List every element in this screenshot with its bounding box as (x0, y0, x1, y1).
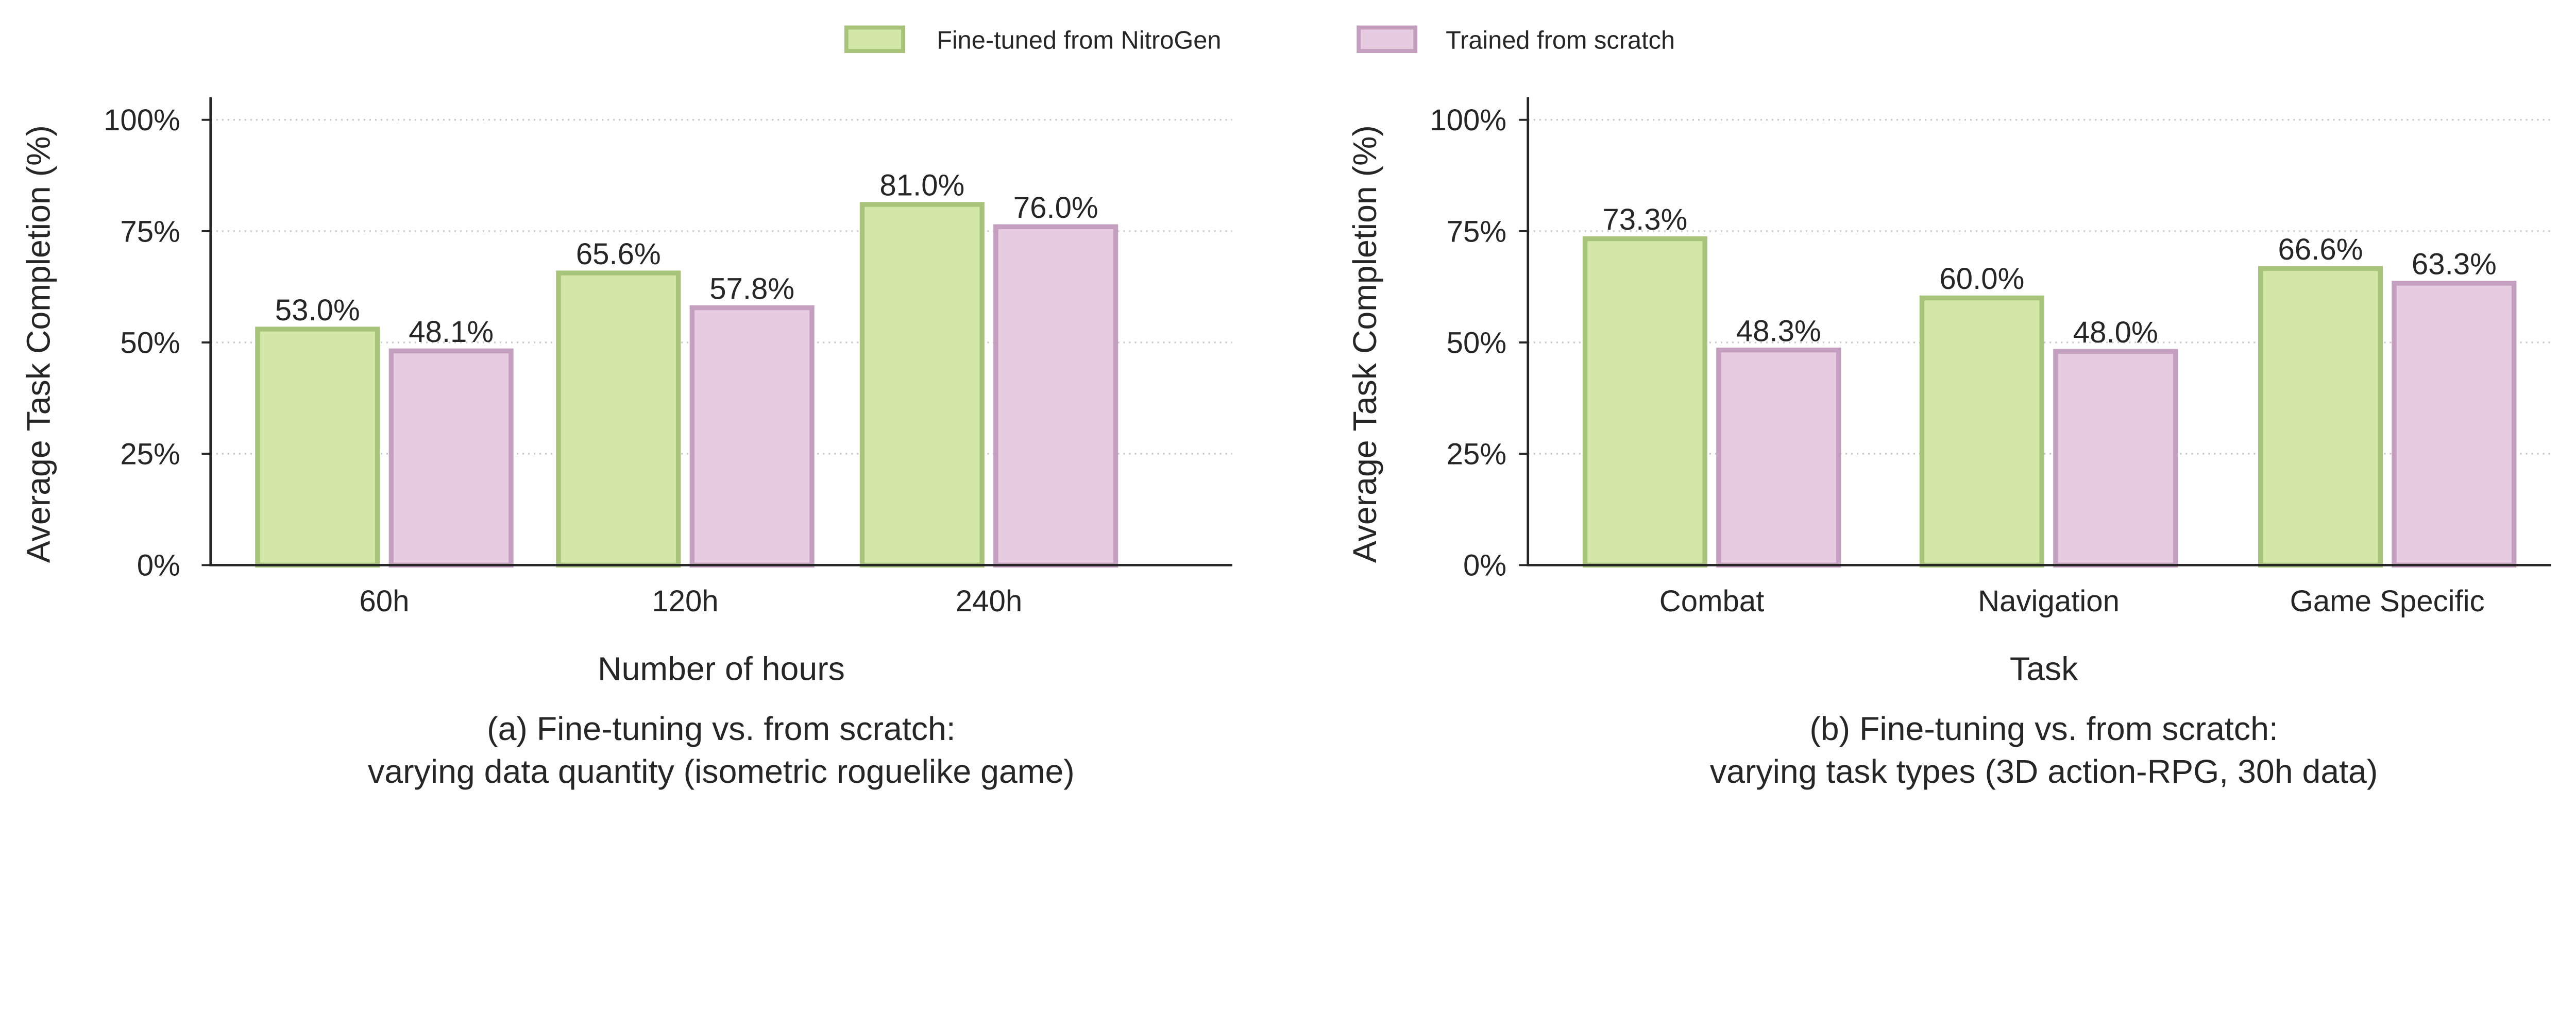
caption-line: (b) Fine-tuning vs. from scratch: (1809, 710, 2278, 747)
y-tick-label: 100% (1430, 104, 1506, 137)
x-tick-label: Navigation (1978, 585, 2120, 618)
bar-finetuned (1919, 295, 2044, 568)
y-tick-label: 100% (104, 104, 180, 137)
x-axis-label: Task (2010, 650, 2078, 688)
y-tick-label: 50% (1447, 326, 1506, 359)
bar-finetuned (1582, 236, 1707, 568)
data-label: 60.0% (1939, 262, 2024, 296)
data-label: 81.0% (879, 169, 964, 202)
bar-scratch (2392, 281, 2517, 568)
x-tick-label: Game Specific (2290, 585, 2485, 618)
bar-finetuned (255, 327, 380, 568)
x-tick-label: 240h (956, 585, 1022, 618)
bar-finetuned (859, 202, 985, 568)
data-label: 65.6% (576, 237, 661, 271)
data-label: 48.1% (409, 315, 494, 349)
y-tick-label: 75% (120, 215, 180, 248)
legend-swatch-scratch (1357, 25, 1418, 53)
bar-finetuned (2258, 266, 2383, 568)
legend-label-finetuned: Fine-tuned from NitroGen (937, 26, 1221, 54)
figure: Fine-tuned from NitroGen Trained from sc… (20, 25, 2552, 790)
data-label: 63.3% (2412, 248, 2497, 281)
legend-swatch-finetuned (844, 25, 905, 53)
panel-b: 0% 25% 50% 75% 100% 73.3% 48.3% Combat 60.0% 48.0… (1346, 97, 2552, 790)
caption-line: varying task types (3D action-RPG, 30h d… (1710, 753, 2378, 790)
legend-label-scratch: Trained from scratch (1446, 26, 1675, 54)
y-tick-label: 25% (120, 438, 180, 471)
data-label: 57.8% (709, 272, 794, 305)
bar-scratch (1716, 347, 1841, 568)
data-label: 48.3% (1736, 314, 1821, 348)
data-label: 48.0% (2073, 316, 2158, 349)
data-label: 76.0% (1013, 191, 1098, 225)
bar-scratch (388, 348, 514, 568)
x-tick-label: Combat (1659, 585, 1765, 618)
y-tick-label: 0% (1463, 549, 1506, 582)
x-tick-label: 120h (652, 585, 718, 618)
caption-line: varying data quantity (isometric rogueli… (368, 753, 1075, 790)
caption-line: (a) Fine-tuning vs. from scratch: (487, 710, 956, 747)
y-axis-label: Average Task Completion (%) (20, 125, 57, 563)
y-axis-label: Average Task Completion (%) (1346, 125, 1383, 563)
y-tick-label: 25% (1447, 438, 1506, 471)
data-label: 53.0% (275, 294, 360, 327)
x-tick-label: 60h (359, 585, 409, 618)
bar-finetuned (556, 270, 681, 568)
bar-scratch (993, 224, 1118, 568)
y-tick-label: 75% (1447, 215, 1506, 248)
data-label: 73.3% (1602, 203, 1687, 236)
data-label: 66.6% (2278, 233, 2363, 266)
bar-scratch (689, 305, 815, 568)
panel-a: 0% 25% 50% 75% 100% 53.0% 48.1% 60h 65.6% 57.8% 12… (20, 97, 1232, 790)
legend: Fine-tuned from NitroGen Trained from sc… (844, 25, 1675, 54)
y-tick-label: 50% (120, 326, 180, 359)
bar-scratch (2053, 349, 2178, 568)
y-tick-label: 0% (137, 549, 180, 582)
x-axis-label: Number of hours (598, 650, 845, 688)
